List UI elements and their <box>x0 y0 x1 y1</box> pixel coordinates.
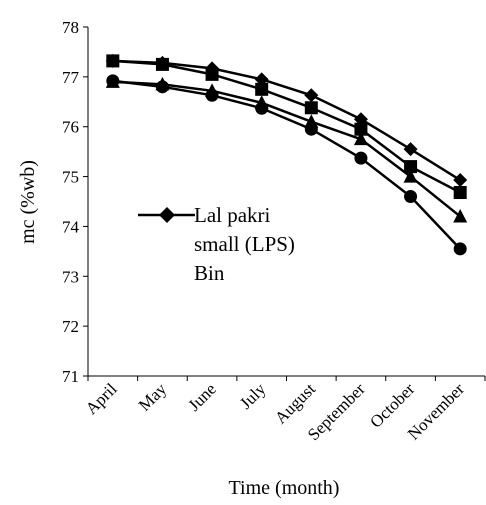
series-2-square-marker <box>354 122 368 136</box>
series-3-triangle-marker <box>453 208 468 223</box>
series-2-square-marker <box>304 101 318 115</box>
series-1-diamond-marker <box>304 88 319 103</box>
series-4-circle-marker <box>106 74 120 88</box>
series-4-circle-marker <box>453 242 467 256</box>
series-2-square-marker <box>404 160 418 174</box>
legend-label-line2: small (LPS) <box>194 232 295 256</box>
legend-label-line1: Lal pakri <box>194 203 271 227</box>
series-4-circle-marker <box>354 151 368 165</box>
y-tick-label: 78 <box>62 18 79 37</box>
series-2-square-marker <box>453 186 467 200</box>
y-tick-label: 74 <box>62 217 80 236</box>
series-2-square-marker <box>155 57 169 71</box>
x-tick-label: May <box>135 379 171 415</box>
series-2-square-marker <box>106 54 120 68</box>
x-tick-label: August <box>271 379 319 427</box>
x-tick-label: June <box>184 379 219 414</box>
series-1-line <box>112 59 461 182</box>
series-2-square-marker <box>205 67 219 81</box>
y-tick-label: 75 <box>62 168 79 187</box>
series-4-circle-marker <box>304 122 318 136</box>
series-4-circle-marker <box>404 190 418 204</box>
series-2-square-marker <box>255 82 269 96</box>
series-4-circle-marker <box>205 88 219 102</box>
series-4-line <box>112 79 462 250</box>
x-axis-title: Time (month) <box>229 477 340 499</box>
x-tick-label: July <box>236 379 270 413</box>
series-4-circle-marker <box>255 101 269 115</box>
y-tick-label: 76 <box>62 118 79 137</box>
y-tick-label: 71 <box>62 367 79 386</box>
legend-label-line3: Bin <box>194 261 225 285</box>
series-4-circle-marker <box>155 80 169 94</box>
series-2-line <box>112 59 461 194</box>
legend-diamond-marker <box>159 207 175 223</box>
y-axis-title: mc (%wb) <box>17 160 39 244</box>
series-1-diamond-marker <box>403 142 418 157</box>
x-tick-label: April <box>82 379 121 418</box>
y-tick-label: 77 <box>62 68 80 87</box>
y-tick-label: 73 <box>62 267 79 286</box>
series-3-triangle-marker <box>353 131 368 146</box>
series-1-diamond-marker <box>453 173 468 188</box>
series-3-line <box>112 80 461 218</box>
y-tick-label: 72 <box>62 317 79 336</box>
legend: Lal pakri small (LPS) Bin <box>138 203 295 285</box>
series-3-triangle-marker <box>403 169 418 183</box>
